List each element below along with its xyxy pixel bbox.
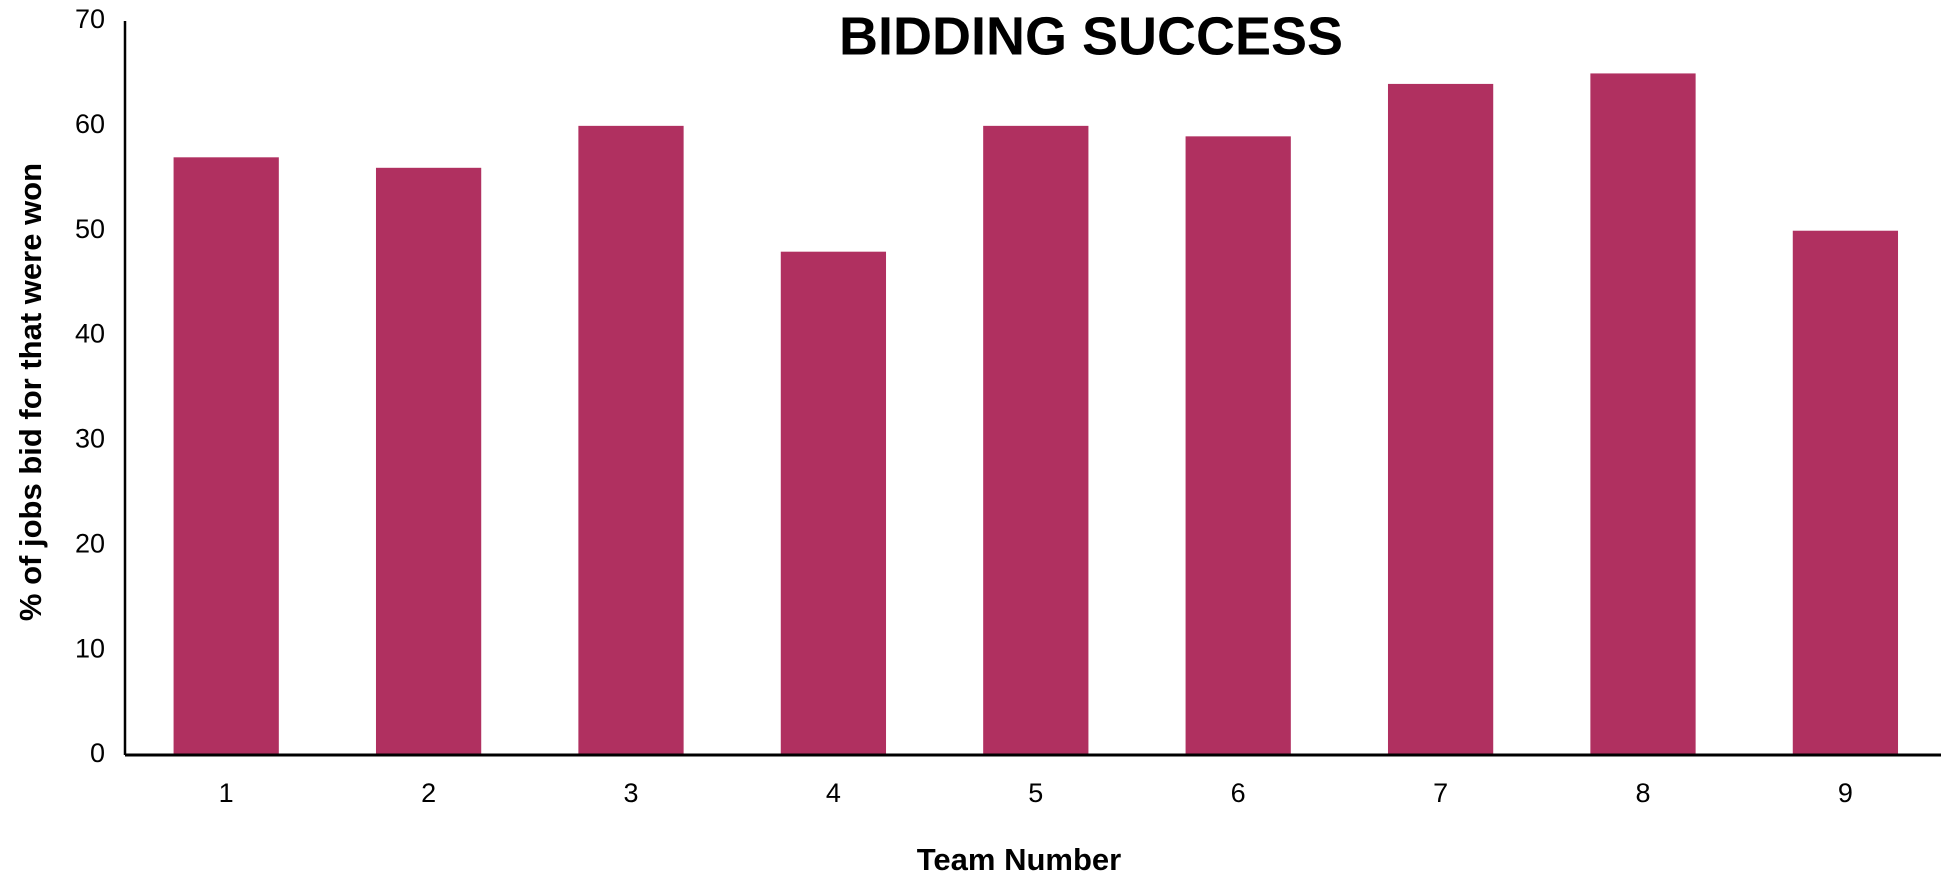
y-tick-label: 60	[75, 109, 105, 139]
x-tick-label: 4	[826, 778, 841, 808]
y-tick-label: 30	[75, 424, 105, 454]
x-tick-label: 3	[623, 778, 638, 808]
x-tick-label: 5	[1028, 778, 1043, 808]
y-axis-label: % of jobs bid for that were won	[13, 163, 48, 621]
bar	[780, 251, 887, 755]
bar	[1792, 230, 1899, 755]
chart-title: BIDDING SUCCESS	[839, 6, 1343, 66]
x-tick-label: 7	[1433, 778, 1448, 808]
bar	[578, 125, 684, 756]
bar	[1185, 136, 1291, 756]
y-tick-label: 20	[75, 528, 105, 558]
bar	[983, 125, 1089, 756]
y-tick-label: 40	[75, 319, 105, 349]
y-tick-label: 0	[90, 738, 105, 768]
bar	[1387, 83, 1494, 755]
y-tick-label: 50	[75, 214, 105, 244]
bar	[1590, 73, 1696, 755]
y-tick-label: 70	[75, 4, 105, 34]
bar	[375, 167, 482, 756]
x-tick-label: 6	[1231, 778, 1246, 808]
x-tick-label: 9	[1838, 778, 1853, 808]
y-tick-label: 10	[75, 633, 105, 663]
x-axis-label: Team Number	[917, 842, 1121, 877]
x-tick-label: 1	[219, 778, 234, 808]
x-tick-label: 2	[421, 778, 436, 808]
bar	[173, 157, 279, 756]
x-tick-label: 8	[1635, 778, 1650, 808]
